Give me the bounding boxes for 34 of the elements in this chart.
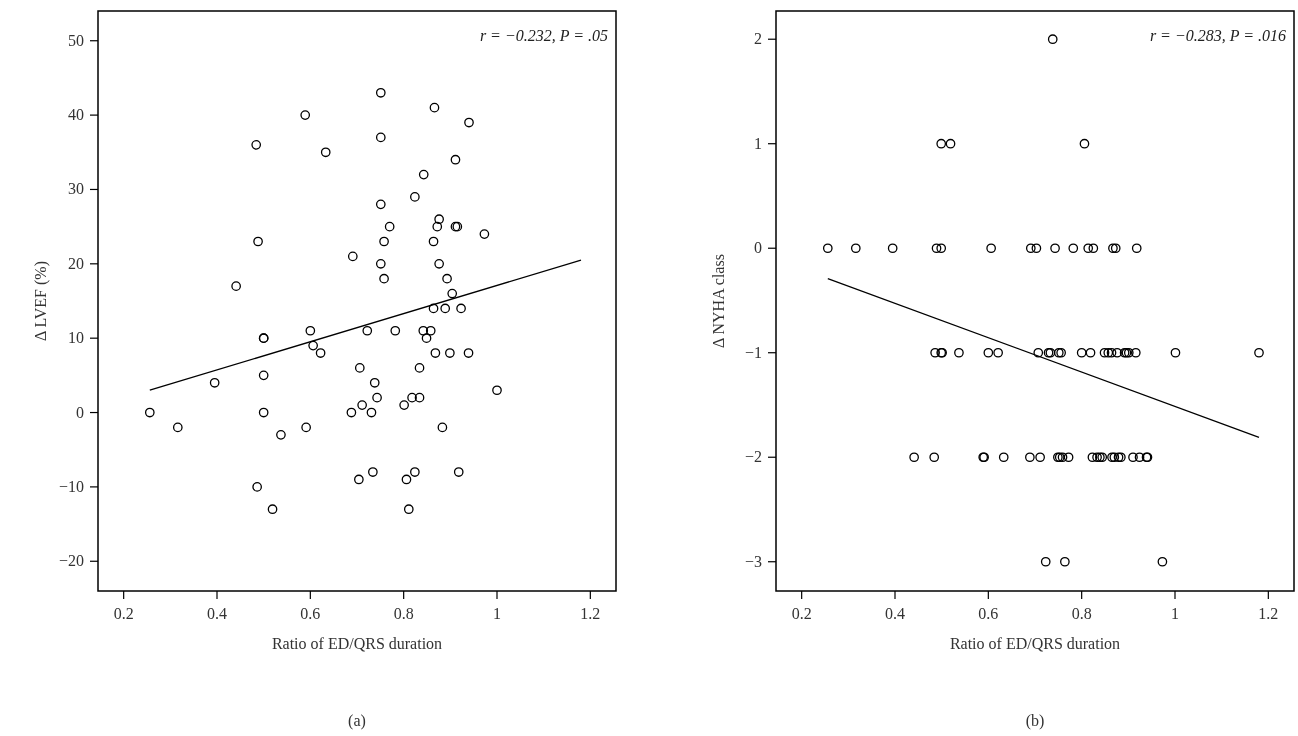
y-tick-label: 10 [68,329,84,347]
x-tick-label: 0.4 [885,605,905,622]
y-tick-label: 40 [68,106,84,124]
x-tick-label: 1 [1171,605,1179,622]
y-tick-label: −3 [744,552,762,570]
y-tick-label: −20 [58,552,84,570]
x-tick-label: 0.6 [300,605,321,622]
x-tick-label: 0.4 [207,605,227,622]
y-tick-label: −10 [58,477,84,495]
y-tick-label: 20 [68,254,84,272]
x-tick-label: 1.2 [580,605,601,622]
x-tick-label: 0.2 [113,605,134,622]
y-tick-label: 0 [754,239,762,257]
y-tick-label: 30 [68,180,84,198]
x-tick-label: 0.8 [1071,605,1092,622]
x-tick-label: 0.6 [978,605,999,622]
x-tick-label: 0.8 [393,605,414,622]
x-axis-title: Ratio of ED/QRS duration [271,635,443,652]
y-tick-label: −1 [744,343,762,361]
x-tick-label: 1 [493,605,501,622]
text: (b) [1025,712,1045,730]
y-axis-title: Δ NYHA class [710,254,727,348]
y-axis-title: Δ LVEF (%) [32,261,50,341]
y-tick-label: 1 [754,134,762,152]
annotation: r = −0.283, P = .016 [1149,27,1286,44]
x-tick-label: 1.2 [1258,605,1279,622]
y-tick-label: −2 [744,448,762,466]
y-tick-label: 2 [754,30,762,48]
y-tick-label: 50 [68,31,84,49]
annotation: r = −0.232, P = .05 [479,27,608,44]
x-axis-title: Ratio of ED/QRS duration [949,635,1121,652]
x-tick-label: 0.2 [791,605,812,622]
text: (a) [348,712,366,730]
y-tick-label: 0 [76,403,84,421]
